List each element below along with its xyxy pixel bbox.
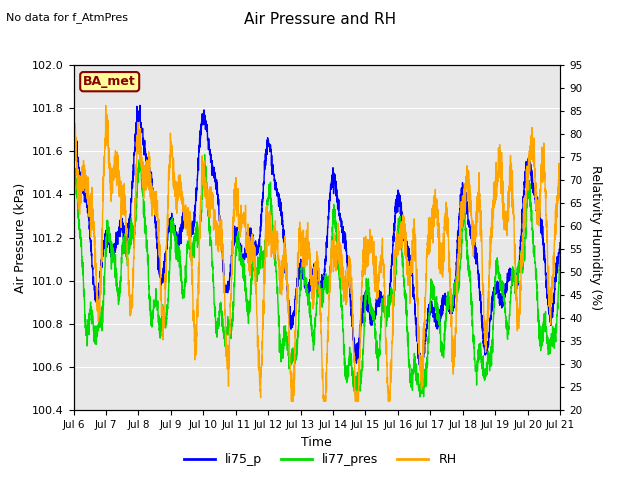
Text: No data for f_AtmPres: No data for f_AtmPres [6, 12, 129, 23]
Text: BA_met: BA_met [83, 75, 136, 88]
Legend: li75_p, li77_pres, RH: li75_p, li77_pres, RH [179, 448, 461, 471]
Text: Air Pressure and RH: Air Pressure and RH [244, 12, 396, 27]
Y-axis label: Air Pressure (kPa): Air Pressure (kPa) [13, 182, 27, 293]
X-axis label: Time: Time [301, 436, 332, 449]
Y-axis label: Relativity Humidity (%): Relativity Humidity (%) [589, 165, 602, 310]
